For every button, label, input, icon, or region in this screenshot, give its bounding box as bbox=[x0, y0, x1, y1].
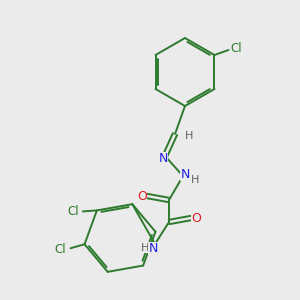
Text: N: N bbox=[180, 167, 190, 181]
Text: Cl: Cl bbox=[67, 205, 79, 218]
Text: H: H bbox=[141, 243, 149, 253]
Text: O: O bbox=[191, 212, 201, 224]
Text: O: O bbox=[137, 190, 147, 202]
Text: N: N bbox=[158, 152, 168, 164]
Text: H: H bbox=[191, 175, 199, 185]
Text: Cl: Cl bbox=[55, 243, 66, 256]
Text: Cl: Cl bbox=[231, 41, 242, 55]
Text: H: H bbox=[185, 131, 193, 141]
Text: N: N bbox=[148, 242, 158, 254]
